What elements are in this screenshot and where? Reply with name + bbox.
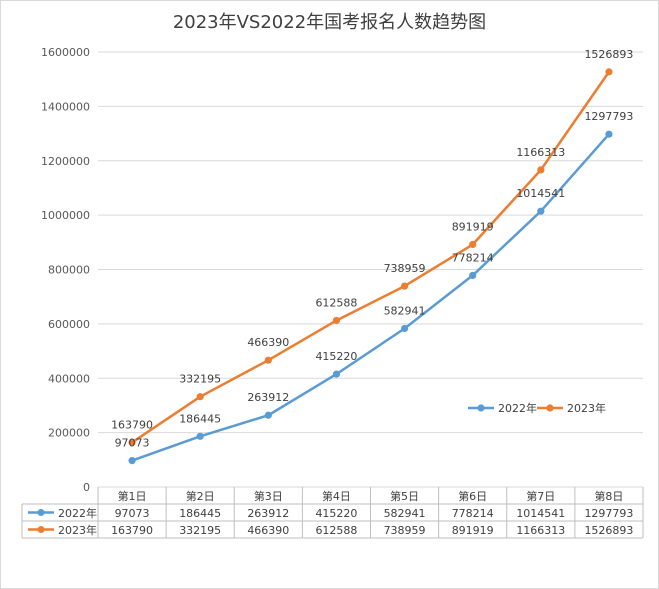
data-label: 466390 xyxy=(247,336,289,349)
x-tick-label: 第5日 xyxy=(390,489,419,503)
data-label: 97073 xyxy=(115,437,150,450)
data-point xyxy=(400,282,409,290)
y-tick-label: 200000 xyxy=(48,427,90,440)
data-point xyxy=(537,207,545,215)
table-cell: 466390 xyxy=(247,524,289,537)
y-tick-label: 600000 xyxy=(48,318,90,331)
series-line-2022年 xyxy=(131,133,610,462)
x-tick-label: 第8日 xyxy=(594,489,623,503)
data-point xyxy=(332,316,341,325)
table-cell: 778214 xyxy=(452,507,494,520)
table-cell: 612588 xyxy=(315,524,357,537)
data-label: 186445 xyxy=(179,412,221,425)
table-cell: 738959 xyxy=(384,524,426,537)
legend-label: 2022年 xyxy=(498,401,537,415)
data-point xyxy=(196,393,204,401)
legend-label: 2023年 xyxy=(567,401,606,415)
table-cell: 186445 xyxy=(179,507,221,520)
data-point xyxy=(196,432,204,440)
table-legend-marker xyxy=(37,509,45,516)
data-label: 778214 xyxy=(452,251,494,264)
table-cell: 1526893 xyxy=(584,524,633,537)
data-point xyxy=(264,411,272,419)
data-point xyxy=(469,240,477,249)
data-point xyxy=(264,356,272,364)
x-tick-label: 第7日 xyxy=(526,489,555,503)
y-tick-label: 800000 xyxy=(48,264,90,277)
data-label: 1014541 xyxy=(516,187,565,200)
table-series-name: 2023年 xyxy=(58,523,97,537)
data-point xyxy=(537,166,545,174)
legend-marker xyxy=(477,404,485,412)
data-label: 1297793 xyxy=(584,110,633,123)
data-label: 1526893 xyxy=(584,48,633,61)
y-tick-label: 0 xyxy=(83,481,90,494)
data-label: 891919 xyxy=(452,221,494,234)
table-cell: 582941 xyxy=(384,507,426,520)
data-point xyxy=(128,438,136,447)
data-point xyxy=(605,130,613,138)
data-point xyxy=(400,324,409,333)
table-cell: 891919 xyxy=(452,524,494,537)
data-label: 612588 xyxy=(315,296,357,309)
x-tick-label: 第4日 xyxy=(322,489,351,503)
data-label: 582941 xyxy=(384,305,426,318)
x-tick-label: 第1日 xyxy=(118,489,147,503)
x-tick-label: 第6日 xyxy=(458,489,487,503)
series-line-2023年 xyxy=(131,71,610,444)
data-point xyxy=(469,271,477,280)
table-legend-marker xyxy=(37,526,45,533)
chart-title: 2023年VS2022年国考报名人数趋势图 xyxy=(172,12,487,33)
data-point xyxy=(605,68,613,76)
table-cell: 1297793 xyxy=(584,507,633,520)
y-tick-label: 1200000 xyxy=(41,155,90,168)
legend-marker xyxy=(546,404,554,412)
table-cell: 415220 xyxy=(315,507,357,520)
y-tick-label: 1000000 xyxy=(41,209,90,222)
data-point xyxy=(332,370,341,378)
data-label: 163790 xyxy=(111,418,153,431)
y-tick-label: 1600000 xyxy=(41,46,90,59)
data-label: 1166313 xyxy=(516,146,565,159)
data-label: 332195 xyxy=(179,373,221,386)
data-label: 415220 xyxy=(315,350,357,363)
data-label: 263912 xyxy=(247,391,289,404)
table-cell: 97073 xyxy=(115,507,150,520)
y-tick-label: 1400000 xyxy=(41,100,90,113)
y-tick-label: 400000 xyxy=(48,372,90,385)
data-label: 738959 xyxy=(384,262,426,275)
table-cell: 163790 xyxy=(111,524,153,537)
table-cell: 263912 xyxy=(247,507,289,520)
table-cell: 1166313 xyxy=(516,524,565,537)
table-cell: 332195 xyxy=(179,524,221,537)
x-tick-label: 第2日 xyxy=(186,489,215,503)
x-tick-label: 第3日 xyxy=(254,489,283,503)
table-series-name: 2022年 xyxy=(58,506,97,520)
table-cell: 1014541 xyxy=(516,507,565,520)
data-point xyxy=(128,457,136,465)
